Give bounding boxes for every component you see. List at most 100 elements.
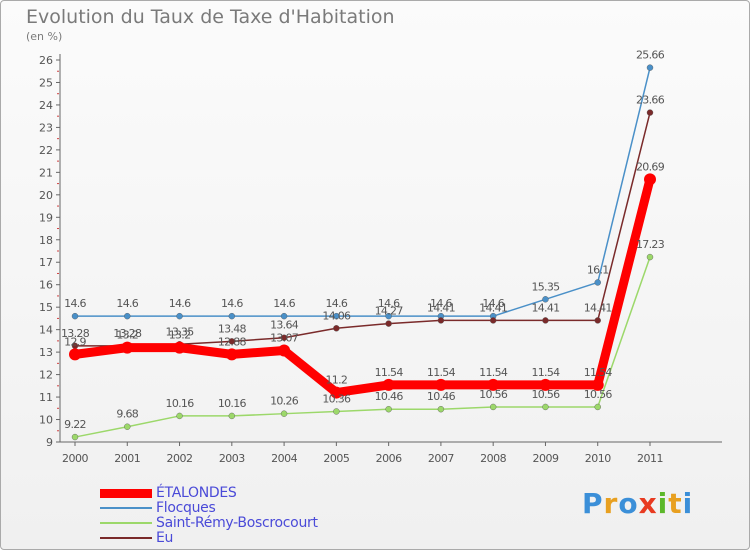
data-label: 14.6 [221, 297, 243, 310]
data-label: 11.54 [375, 366, 404, 379]
series-layer [69, 64, 656, 441]
data-point [489, 317, 497, 324]
data-label: 16.1 [587, 263, 609, 276]
data-label: 14.6 [64, 297, 86, 310]
logo-letter: o [618, 487, 639, 520]
y-tick-label: 11 [39, 391, 53, 404]
x-tick-label: 2004 [271, 452, 297, 465]
data-label: 10.16 [166, 397, 195, 410]
data-label: 13.07 [270, 332, 299, 345]
series-saint-r-my-boscrocourt [71, 253, 654, 441]
data-label: 17.23 [636, 238, 665, 251]
data-point [71, 312, 79, 320]
x-tick-label: 2001 [114, 452, 140, 465]
y-tick-label: 10 [39, 414, 53, 427]
data-label: 14.27 [375, 305, 404, 318]
data-point [333, 312, 340, 320]
data-point [333, 325, 340, 332]
data-label: 11.54 [479, 366, 508, 379]
data-label: 10.26 [270, 395, 299, 408]
y-tick-label: 20 [39, 189, 53, 202]
data-point [228, 312, 236, 320]
data-point [542, 296, 549, 303]
data-point [280, 312, 288, 320]
data-label: 11.54 [531, 366, 560, 379]
data-point [228, 412, 236, 420]
data-label: 10.36 [322, 392, 351, 405]
logo-letter: r [603, 487, 619, 520]
y-tick-label: 19 [39, 211, 53, 224]
legend-swatch [100, 488, 152, 498]
data-label: 14.6 [378, 297, 400, 310]
data-label: 14.6 [430, 297, 452, 310]
y-tick-label: 26 [39, 54, 53, 67]
data-label: 9.68 [116, 408, 138, 421]
legend-swatch [100, 537, 152, 539]
series-line [70, 174, 655, 398]
x-tick-label: 2008 [480, 452, 506, 465]
data-label: 14.41 [531, 301, 559, 314]
logo-letter: i [657, 487, 669, 520]
data-label: 20.69 [636, 160, 665, 173]
y-tick-label: 13 [39, 346, 53, 359]
data-label: 10.16 [218, 397, 247, 410]
data-label: 9.22 [64, 418, 86, 431]
data-label: 25.66 [636, 49, 665, 62]
legend-swatch [100, 522, 152, 524]
data-point [225, 348, 238, 361]
data-point [542, 403, 549, 411]
legend-label: ÉTALONDES [156, 485, 237, 501]
data-label: 15.35 [531, 280, 560, 293]
data-point [228, 338, 236, 345]
data-point [434, 378, 447, 391]
data-label: 13.35 [166, 325, 195, 338]
data-point [69, 348, 81, 361]
data-label: 14.6 [273, 297, 295, 310]
x-tick-label: 2011 [637, 452, 663, 465]
data-label: 14.6 [169, 297, 191, 310]
axes: 9 10 11 12 13 14 15 16 17 18 19 20 21 22 23 24 25 26 2000 2… [39, 54, 722, 465]
data-label: 12.9 [64, 335, 86, 348]
y-tick-label: 14 [39, 324, 53, 337]
y-tick-label: 12 [39, 369, 53, 382]
data-label: 13.28 [61, 327, 90, 340]
data-point [278, 344, 291, 357]
data-point [646, 109, 654, 116]
data-label: 12.88 [218, 335, 247, 348]
data-point [385, 320, 392, 327]
x-tick-label: 2002 [167, 452, 193, 465]
data-label: 23.66 [636, 94, 665, 107]
x-tick-label: 2007 [428, 452, 454, 465]
data-label: 13.48 [218, 322, 247, 335]
data-label: 11.2 [326, 374, 348, 387]
data-point [330, 386, 343, 399]
y-tick-label: 16 [39, 279, 53, 292]
x-tick-label: 2006 [376, 452, 402, 465]
data-label: 13.2 [116, 329, 138, 342]
y-tick-label: 9 [46, 436, 53, 449]
y-tick-label: 24 [39, 99, 53, 112]
data-point [385, 405, 392, 413]
logo-letter: t [668, 487, 683, 520]
data-label: 10.56 [584, 388, 613, 401]
y-tick-label: 15 [39, 301, 53, 314]
data-label: 11.54 [427, 366, 456, 379]
data-point [594, 317, 601, 324]
data-label: 14.6 [482, 297, 504, 310]
logo-letter: x [638, 487, 658, 520]
y-tick-label: 21 [39, 166, 53, 179]
data-point [385, 312, 392, 320]
data-point [542, 317, 549, 324]
series-line [74, 66, 651, 317]
data-label: 10.56 [531, 388, 560, 401]
data-point [176, 312, 183, 320]
x-tick-label: 2005 [323, 452, 349, 465]
data-label: 14.41 [479, 301, 507, 314]
data-point [382, 378, 395, 391]
data-label: 11.54 [584, 366, 613, 379]
y-tick-label: 18 [39, 234, 53, 247]
data-labels: 14.6 14.6 14.6 14.6 14.6 14.6 14.6 14.6 14.6 15.3… [61, 49, 665, 431]
data-label: 10.46 [375, 390, 404, 403]
data-label: 10.46 [427, 390, 456, 403]
data-point [539, 378, 552, 391]
